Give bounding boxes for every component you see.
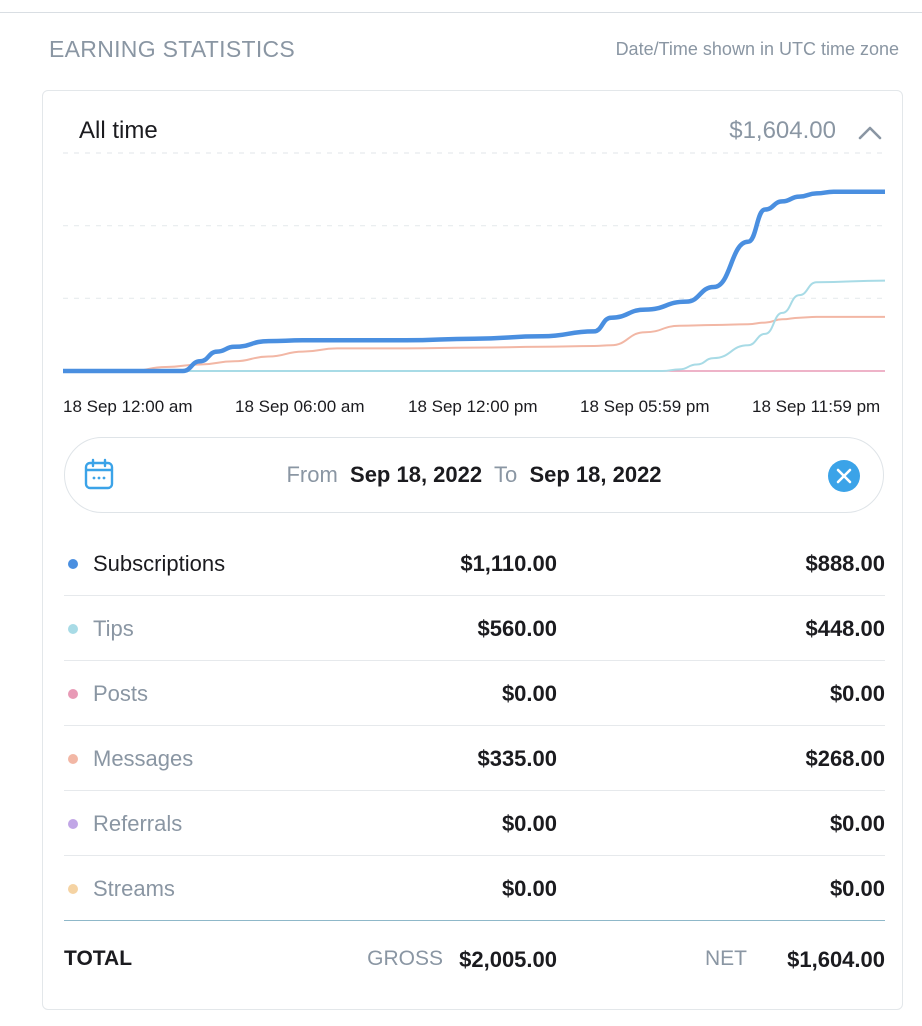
series-dot-icon — [68, 754, 78, 764]
section-header: EARNING STATISTICS Date/Time shown in UT… — [49, 32, 899, 68]
date-range-picker[interactable]: From Sep 18, 2022 To Sep 18, 2022 — [64, 437, 884, 513]
chart-series — [63, 189, 885, 374]
earnings-chart-svg — [63, 152, 885, 374]
from-date[interactable]: Sep 18, 2022 — [350, 462, 483, 487]
series-dot-icon — [68, 819, 78, 829]
x-tick-label: 18 Sep 05:59 pm — [580, 397, 710, 416]
x-tick-label: 18 Sep 11:59 pm — [752, 397, 881, 416]
calendar-icon[interactable] — [84, 458, 114, 490]
breakdown-label: Posts — [93, 681, 149, 706]
breakdown-gross: $0.00 — [501, 811, 557, 836]
breakdown-gross: $0.00 — [501, 876, 557, 901]
x-tick-label: 18 Sep 12:00 pm — [408, 397, 538, 416]
breakdown-gross: $560.00 — [477, 616, 557, 641]
breakdown-row[interactable]: Posts $0.00 $0.00 — [64, 661, 885, 726]
totals-row: TOTAL GROSS $2,005.00 NET $1,604.00 — [64, 941, 885, 991]
series-dot-icon — [68, 624, 78, 634]
breakdown-label: Subscriptions — [93, 551, 226, 576]
breakdown-row[interactable]: Subscriptions $1,110.00 $888.00 — [64, 531, 885, 596]
chevron-up-icon[interactable] — [856, 119, 884, 147]
total-label: TOTAL — [64, 947, 133, 970]
period-label: All time — [79, 117, 158, 144]
net-total-value: $1,604.00 — [787, 947, 885, 972]
period-header[interactable]: All time $1,604.00 — [79, 113, 884, 153]
breakdown-net: $0.00 — [829, 876, 885, 901]
period-total: $1,604.00 — [729, 117, 836, 144]
series-dot-icon — [68, 689, 78, 699]
section-title: EARNING STATISTICS — [49, 36, 296, 62]
breakdown-gross: $1,110.00 — [460, 551, 557, 576]
breakdown-net: $448.00 — [805, 616, 885, 641]
breakdown-net: $0.00 — [829, 681, 885, 706]
breakdown-gross: $0.00 — [501, 681, 557, 706]
gross-total-value: $2,005.00 — [459, 947, 557, 972]
breakdown-label: Tips — [93, 616, 134, 641]
x-tick-label: 18 Sep 12:00 am — [63, 397, 193, 416]
breakdown-label: Messages — [93, 746, 194, 771]
breakdown-row[interactable]: Streams $0.00 $0.00 — [64, 856, 885, 921]
breakdown-row[interactable]: Tips $560.00 $448.00 — [64, 596, 885, 661]
breakdown-label: Referrals — [93, 811, 183, 836]
close-circle-icon[interactable] — [827, 459, 861, 493]
chart-grid — [63, 152, 885, 299]
series-line-subscriptions — [63, 189, 885, 374]
x-tick-label: 18 Sep 06:00 am — [235, 397, 365, 416]
from-label: From — [286, 462, 338, 487]
earnings-chart — [63, 149, 885, 379]
series-dot-icon — [68, 559, 78, 569]
timezone-note: Date/Time shown in UTC time zone — [615, 39, 899, 59]
breakdown-net: $268.00 — [805, 746, 885, 771]
date-range-text: From Sep 18, 2022 To Sep 18, 2022 — [65, 462, 883, 488]
to-label: To — [493, 462, 518, 487]
breakdown-label: Streams — [93, 876, 175, 901]
top-divider — [0, 12, 922, 13]
breakdown-net: $888.00 — [805, 551, 885, 576]
breakdown-net: $0.00 — [829, 811, 885, 836]
to-date[interactable]: Sep 18, 2022 — [529, 462, 662, 487]
breakdown-row[interactable]: Messages $335.00 $268.00 — [64, 726, 885, 791]
series-line-messages — [63, 315, 885, 372]
net-label: NET — [705, 947, 747, 970]
series-line-tips — [63, 279, 885, 373]
earnings-breakdown: Subscriptions $1,110.00 $888.00 Tips $560.00… — [64, 531, 885, 921]
earnings-card: All time $1,604.00 18 Sep 12:00 am 18 Se… — [42, 90, 903, 1010]
breakdown-row[interactable]: Referrals $0.00 $0.00 — [64, 791, 885, 856]
gross-label: GROSS — [367, 947, 443, 970]
breakdown-gross: $335.00 — [477, 746, 557, 771]
series-dot-icon — [68, 884, 78, 894]
